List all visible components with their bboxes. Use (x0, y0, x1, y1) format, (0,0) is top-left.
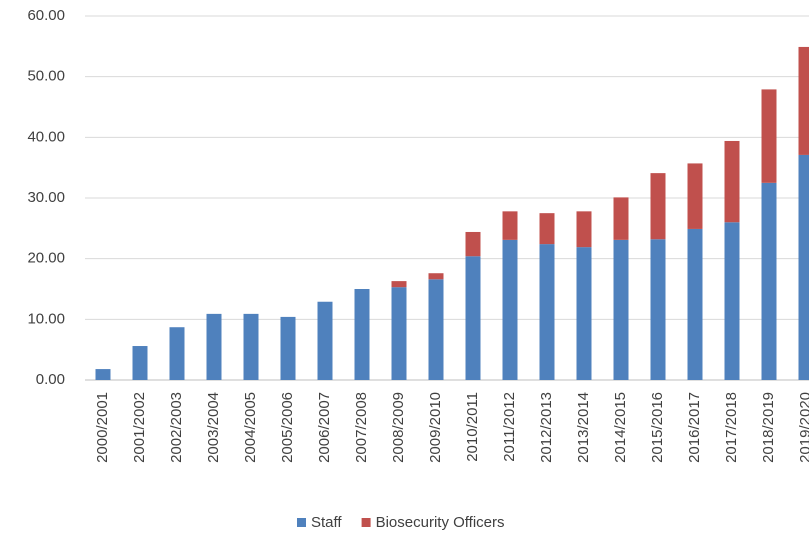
x-tick-label: 2014/2015 (612, 392, 629, 463)
x-tick-label: 2004/2005 (242, 392, 259, 463)
x-tick-label: 2010/2011 (464, 392, 481, 462)
bar-segment (724, 140, 740, 223)
x-tick-label: 2015/2016 (649, 392, 666, 463)
bar-segment (428, 273, 444, 280)
x-tick-label: 2001/2002 (131, 392, 148, 463)
bar-segment (613, 239, 629, 380)
bar-segment (650, 239, 666, 380)
bar-segment (391, 287, 407, 380)
bar-segment (613, 197, 629, 240)
x-tick-label: 2003/2004 (205, 392, 222, 463)
x-tick-label: 2006/2007 (316, 392, 333, 463)
bar-segment (317, 301, 333, 380)
x-tick-label: 2011/2012 (501, 392, 518, 462)
x-tick-label: 2017/2018 (723, 392, 740, 463)
legend-label: Staff (311, 514, 342, 531)
legend-swatch (297, 518, 306, 527)
y-tick-label: 50.00 (27, 68, 65, 85)
x-tick-label: 2018/2019 (760, 392, 777, 463)
legend-swatch (361, 518, 371, 527)
legend-label: Biosecurity Officers (376, 514, 505, 531)
y-tick-label: 30.00 (27, 189, 65, 206)
bar-segment (169, 327, 185, 380)
bar-segment (687, 163, 703, 229)
bar-segment (761, 182, 777, 380)
bar-segment (502, 239, 518, 380)
bar-segment (354, 289, 370, 380)
bar-segment (576, 211, 592, 248)
x-tick-label: 2005/2006 (279, 392, 296, 463)
bar-segment (724, 222, 740, 380)
bar-segment (798, 46, 809, 155)
x-tick-label: 2007/2008 (353, 392, 370, 463)
bar-segment (502, 211, 518, 240)
bar-segment (687, 228, 703, 380)
bar-segment (465, 256, 481, 380)
bar-segment (132, 346, 148, 380)
x-tick-label: 2009/2010 (427, 392, 444, 463)
bar-segment (391, 281, 407, 288)
bar-segment (761, 89, 777, 183)
x-tick-label: 2012/2013 (538, 392, 555, 463)
x-tick-label: 2016/2017 (686, 392, 703, 463)
bar-segment (576, 247, 592, 380)
bar-segment (539, 213, 555, 245)
x-tick-label: 2002/2003 (168, 392, 185, 463)
y-tick-label: 60.00 (27, 7, 65, 24)
y-tick-label: 20.00 (27, 250, 65, 267)
bar-segment (206, 313, 222, 380)
bar-segment (465, 231, 481, 257)
bar-segment (280, 316, 296, 380)
y-tick-label: 40.00 (27, 128, 65, 145)
bar-segment (650, 173, 666, 240)
bar-segment (95, 369, 111, 380)
y-tick-label: 10.00 (27, 310, 65, 327)
bar-segment (539, 244, 555, 380)
x-tick-label: 2008/2009 (390, 392, 407, 463)
bar-segment (798, 154, 809, 380)
x-tick-label: 2000/2001 (94, 392, 111, 463)
bar-segment (243, 313, 259, 380)
y-tick-label: 0.00 (36, 371, 65, 388)
x-tick-label: 2013/2014 (575, 392, 592, 463)
x-tick-label: 2019/2020 (797, 392, 809, 463)
bar-segment (428, 279, 444, 380)
